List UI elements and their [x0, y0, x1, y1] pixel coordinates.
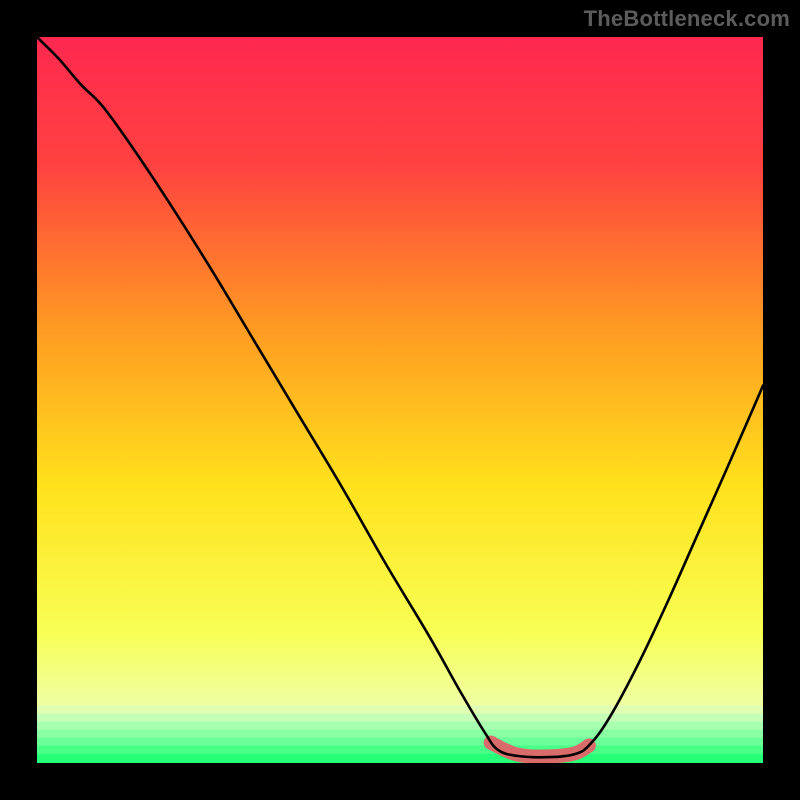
bottleneck-chart	[0, 0, 800, 800]
heatmap-gradient-fill	[37, 37, 763, 763]
watermark-text: TheBottleneck.com	[584, 6, 790, 32]
